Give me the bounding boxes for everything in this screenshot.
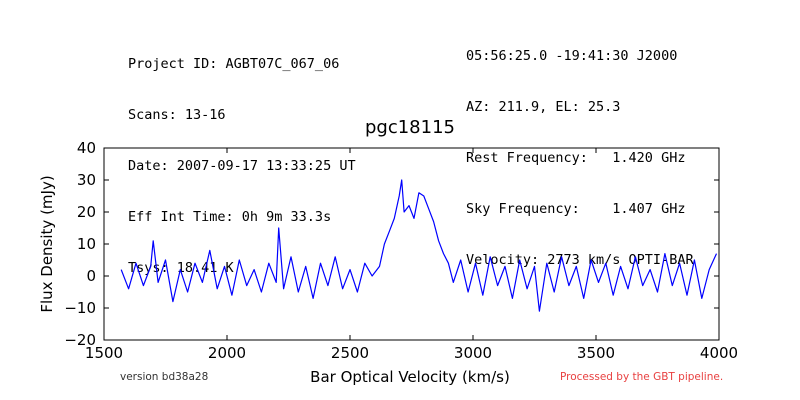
velocity-line: Velocity: 2773 km/s OPTI-BAR xyxy=(466,252,694,268)
version-text: version bd38a28 xyxy=(120,371,208,383)
x-tick-label: 2500 xyxy=(331,344,369,362)
rest-frequency-line: Rest Frequency: 1.420 GHz xyxy=(466,150,686,166)
pipeline-text: Processed by the GBT pipeline. xyxy=(560,371,723,383)
az-el-line: AZ: 211.9, EL: 25.3 xyxy=(466,99,621,115)
plot-frame xyxy=(103,147,720,341)
x-tick-label: 3500 xyxy=(577,344,615,362)
y-tick-label: 0 xyxy=(86,267,96,285)
x-tick-label: 3000 xyxy=(454,344,492,362)
project-id-line: Project ID: AGBT07C_067_06 xyxy=(128,56,340,72)
y-tick-label: 20 xyxy=(77,203,96,221)
x-axis-label: Bar Optical Velocity (km/s) xyxy=(310,368,510,386)
y-axis-label: Flux Density (mJy) xyxy=(38,175,56,312)
eff-int-time-line: Eff Int Time: 0h 9m 33.3s xyxy=(128,209,332,225)
y-tick-label: 10 xyxy=(77,235,96,253)
spectrum-line xyxy=(120,179,718,312)
x-tick-label: 1500 xyxy=(85,344,123,362)
x-tick-label: 4000 xyxy=(700,344,738,362)
y-ticks: −20 −10 0 10 20 30 40 xyxy=(64,139,719,349)
coordinates-line: 05:56:25.0 -19:41:30 J2000 xyxy=(466,48,678,64)
date-line: Date: 2007-09-17 13:33:25 UT xyxy=(128,158,356,174)
x-ticks: 1500 2000 2500 3000 3500 4000 xyxy=(85,148,738,362)
y-tick-label: 30 xyxy=(77,171,96,189)
y-tick-label: −20 xyxy=(64,331,96,349)
header-right: 05:56:25.0 -19:41:30 J2000 AZ: 211.9, EL… xyxy=(466,14,694,286)
series-layer xyxy=(120,179,718,312)
y-tick-label: 40 xyxy=(77,139,96,157)
scans-line: Scans: 13-16 xyxy=(128,107,226,123)
header-left: Project ID: AGBT07C_067_06 Scans: 13-16 … xyxy=(128,22,356,294)
y-tick-label: −10 xyxy=(64,299,96,317)
chart-title: pgc18115 xyxy=(365,117,455,138)
x-tick-label: 2000 xyxy=(208,344,246,362)
sky-frequency-line: Sky Frequency: 1.407 GHz xyxy=(466,201,686,217)
